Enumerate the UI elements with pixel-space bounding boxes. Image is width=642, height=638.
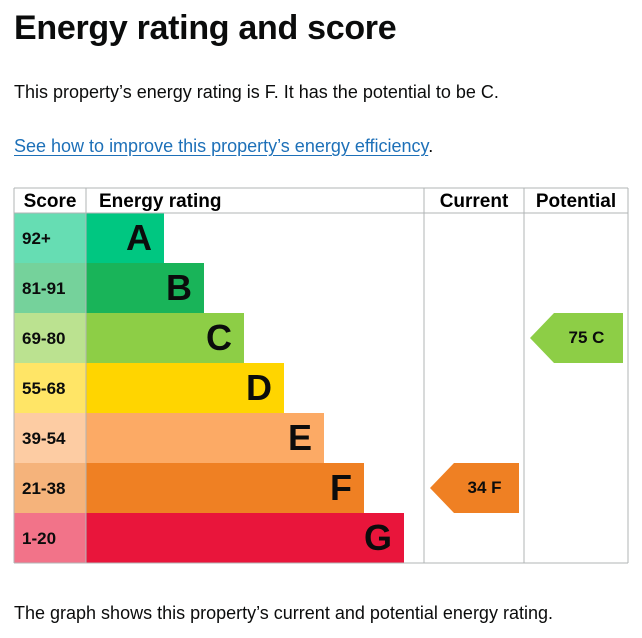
score-label-d: 55-68 [22, 379, 65, 398]
rating-summary: This property’s energy rating is F. It h… [14, 82, 499, 102]
current-rating-arrow [430, 463, 519, 513]
rating-bar-d [86, 363, 284, 413]
rating-letter-e: E [288, 417, 312, 458]
chart-caption: The graph shows this property’s current … [14, 603, 553, 623]
header-energy-rating: Energy rating [99, 191, 221, 212]
score-label-f: 21-38 [22, 479, 65, 498]
current-rating-label: 34 F [467, 478, 501, 497]
score-cell-d [14, 363, 86, 413]
score-label-b: 81-91 [22, 279, 65, 298]
rating-letter-b: B [166, 267, 192, 308]
rating-bar-b [86, 263, 204, 313]
rating-letter-f: F [330, 467, 352, 508]
rating-bar-g [86, 513, 404, 563]
rating-letter-d: D [246, 367, 272, 408]
score-label-a: 92+ [22, 229, 51, 248]
score-cell-b [14, 263, 86, 313]
score-cell-e [14, 413, 86, 463]
header-potential: Potential [536, 191, 616, 212]
header-score: Score [24, 191, 77, 212]
improve-link-line: See how to improve this property’s energ… [14, 134, 433, 158]
rating-bar-c [86, 313, 244, 363]
rating-bar-f [86, 463, 364, 513]
link-suffix: . [428, 136, 434, 156]
rating-bar-a [86, 213, 164, 263]
potential-rating-arrow [530, 313, 623, 363]
header-current: Current [440, 191, 509, 212]
score-cell-c [14, 313, 86, 363]
rating-letter-g: G [364, 517, 392, 558]
improve-efficiency-link[interactable]: See how to improve this property’s energ… [14, 136, 429, 156]
score-cell-a [14, 213, 86, 263]
score-label-e: 39-54 [22, 429, 66, 448]
rating-letter-c: C [206, 317, 232, 358]
potential-rating-label: 75 C [569, 328, 605, 347]
rating-letter-a: A [126, 217, 152, 258]
score-label-g: 1-20 [22, 529, 56, 548]
score-cell-f [14, 463, 86, 513]
score-cell-g [14, 513, 86, 563]
rating-bar-e [86, 413, 324, 463]
score-label-c: 69-80 [22, 329, 65, 348]
page-title: Energy rating and score [14, 9, 397, 47]
